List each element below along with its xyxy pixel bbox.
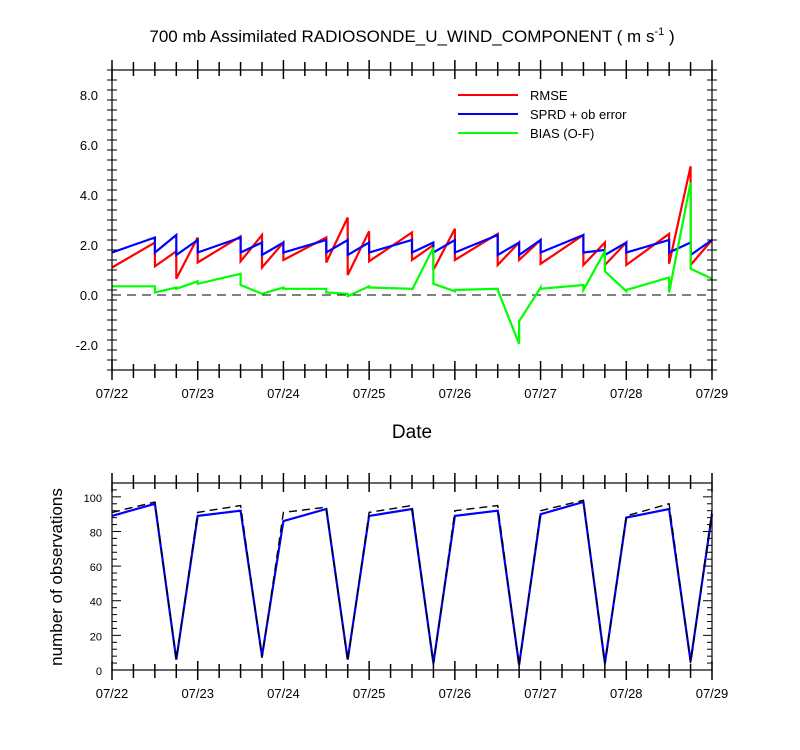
- bottom-y-axis-label: number of observations: [47, 488, 66, 666]
- y-tick-label: -2.0: [76, 338, 98, 353]
- y-tick-label: 60: [90, 562, 102, 574]
- series-line-rmse: [111, 166, 713, 280]
- top-x-axis-label: Date: [392, 422, 432, 443]
- x-tick-label: 07/22: [96, 686, 129, 701]
- x-tick-label: 07/24: [267, 386, 300, 401]
- x-tick-label: 07/23: [181, 686, 214, 701]
- x-tick-label: 07/27: [524, 686, 557, 701]
- y-tick-label: 2.0: [80, 238, 98, 253]
- chart-title-end: ): [664, 27, 674, 46]
- chart-title: 700 mb Assimilated RADIOSONDE_U_WIND_COM…: [149, 26, 674, 46]
- x-tick-label: 07/22: [96, 386, 129, 401]
- x-tick-label: 07/25: [353, 686, 386, 701]
- legend-label: BIAS (O-F): [530, 126, 594, 141]
- y-tick-label: 4.0: [80, 188, 98, 203]
- x-tick-label: 07/26: [439, 686, 472, 701]
- bottom-series-layer: [111, 499, 714, 667]
- series-line-total-observations: [111, 499, 713, 667]
- x-tick-label: 07/28: [610, 686, 643, 701]
- x-tick-label: 07/24: [267, 686, 300, 701]
- x-tick-label: 07/29: [696, 386, 729, 401]
- y-tick-label: 20: [90, 631, 102, 643]
- series-line-used-observations: [111, 500, 714, 665]
- bottom-axes-layer: 0 20 40 60 80 100 07/22 07/23 07/24 07/25 07/26 07/…: [84, 473, 729, 701]
- x-tick-label: 07/25: [353, 386, 386, 401]
- top-axes-layer: -2.0 0.0 2.0 4.0 6.0 8.0 07/22 07/23 07/24 07/25 0…: [76, 60, 729, 401]
- y-tick-label: 100: [84, 493, 102, 505]
- chart-title-main: 700 mb Assimilated RADIOSONDE_U_WIND_COM…: [149, 27, 654, 46]
- x-tick-label: 07/23: [181, 386, 214, 401]
- y-tick-label: 0.0: [80, 288, 98, 303]
- y-tick-label: 8.0: [80, 88, 98, 103]
- x-tick-label: 07/26: [439, 386, 472, 401]
- series-line-sprd-ob-error: [111, 232, 713, 258]
- top-legend: RMSE SPRD + ob error BIAS (O-F): [458, 88, 627, 141]
- top-series-layer: [111, 166, 713, 345]
- series-line-bias-o-f-: [112, 182, 713, 345]
- x-tick-label: 07/27: [524, 386, 557, 401]
- legend-label: SPRD + ob error: [530, 107, 627, 122]
- y-tick-label: 40: [90, 597, 102, 609]
- y-tick-label: 80: [90, 527, 102, 539]
- chart-title-superscript: -1: [654, 26, 664, 38]
- legend-label: RMSE: [530, 88, 568, 103]
- x-tick-label: 07/29: [696, 686, 729, 701]
- y-tick-label: 0: [96, 666, 102, 678]
- x-tick-label: 07/28: [610, 386, 643, 401]
- y-tick-label: 6.0: [80, 138, 98, 153]
